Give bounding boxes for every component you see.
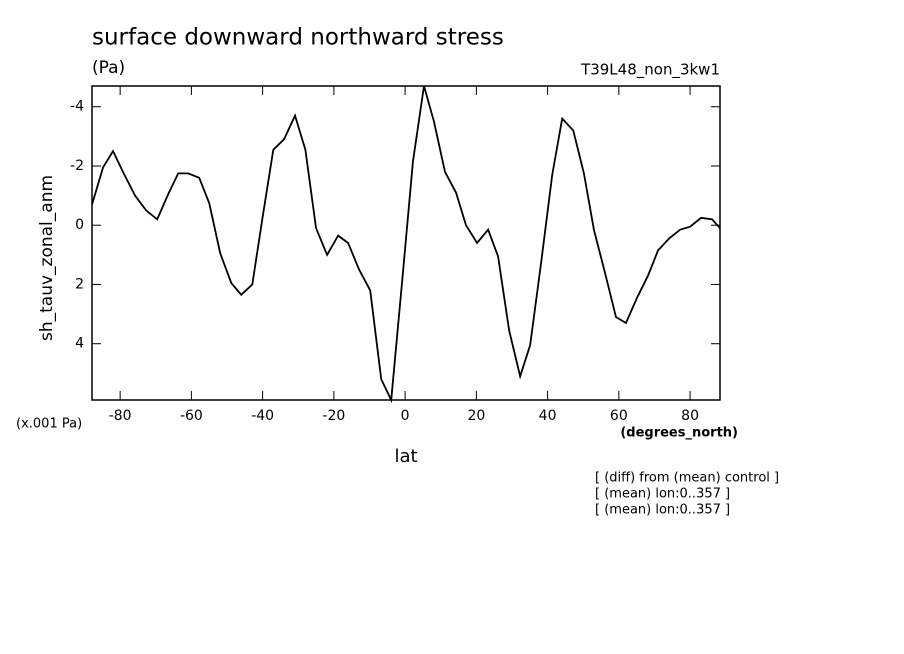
- data-line: [91, 85, 721, 404]
- note: [ (mean) lon:0..357 ]: [595, 487, 730, 502]
- x-tick-label: 80: [681, 408, 699, 424]
- note: [ (diff) from (mean) control ]: [595, 471, 779, 486]
- plot-frame: [91, 85, 721, 401]
- x-tick-label: 60: [610, 408, 628, 424]
- x-axis-label: lat: [394, 446, 417, 467]
- y-tick-label: 0: [75, 217, 84, 233]
- x-tick-label: -40: [251, 408, 274, 424]
- x-tick-label: -60: [180, 408, 203, 424]
- subtitle: (Pa): [92, 58, 125, 78]
- y-tick-label: 4: [75, 336, 84, 352]
- y-tick-label: 2: [75, 276, 84, 292]
- y-unit: (x.001 Pa): [16, 417, 82, 432]
- x-tick-label: 0: [401, 408, 410, 424]
- x-tick-label: -20: [322, 408, 345, 424]
- chart-title: surface downward northward stress: [92, 25, 504, 51]
- y-tick-label: -2: [70, 158, 84, 174]
- x-tick-label: 20: [467, 408, 485, 424]
- x-tick-label: 40: [539, 408, 557, 424]
- run-label: T39L48_non_3kw1: [580, 61, 720, 80]
- x-tick-label: -80: [109, 408, 132, 424]
- x-unit: (degrees_north): [620, 426, 738, 441]
- y-tick-label: -4: [70, 99, 84, 115]
- note: [ (mean) lon:0..357 ]: [595, 503, 730, 518]
- y-axis-label: sh_tauv_zonal_anm: [37, 175, 57, 341]
